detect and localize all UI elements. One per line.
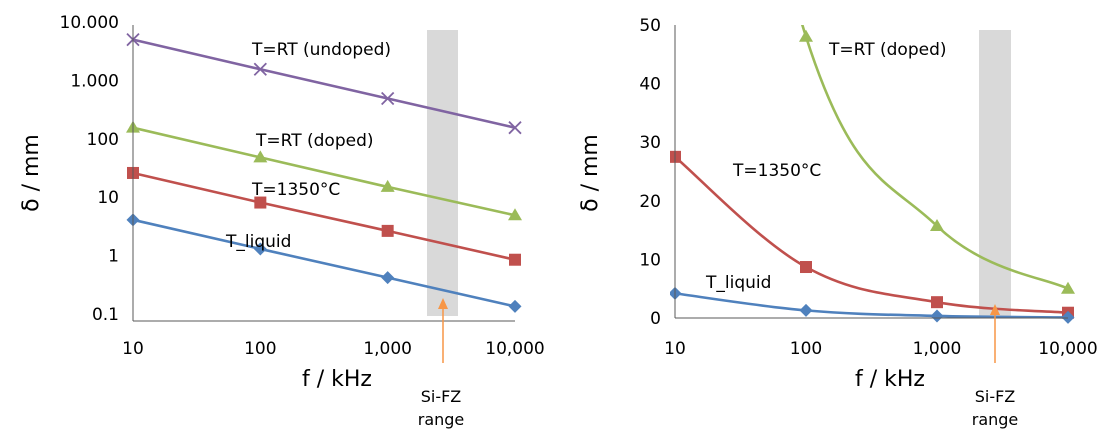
left-label-doped: T=RT (doped) [255,131,374,151]
right-x-tick-label: 10,000 [1038,339,1097,359]
left-x-tick-label: 10 [122,339,144,359]
left-x-ticks: 10 100 1,000 10,000 [122,339,545,359]
right-point-t-rt-doped [799,30,813,42]
left-y-axis-title: δ / mm [19,134,44,212]
right-point-t-liquid [931,309,944,322]
right-point-t-1350-c [931,296,943,308]
left-x-axis-title: f / kHz [302,367,372,392]
left-series-t-liquid [127,213,522,313]
right-point-t-1350-c [800,261,812,273]
right-si-fz-label-2: range [972,410,1019,429]
left-label-1350: T=1350°C [251,180,340,200]
right-label-liquid: T_liquid [705,273,771,293]
left-label-undoped: T=RT (undoped) [251,40,391,60]
right-y-ticks: 0 10 20 30 40 50 [639,16,661,329]
right-y-axis-title: δ / mm [578,134,603,212]
left-point-t-1350-c [509,254,521,266]
right-x-tick-label: 100 [790,339,822,359]
right-x-tick-label: 10 [664,339,686,359]
left-x-tick-label: 100 [244,339,276,359]
right-label-1350: T=1350°C [732,161,821,181]
left-x-tick-label: 10,000 [485,339,544,359]
right-y-tick-label: 40 [639,75,661,95]
right-x-ticks: 10 100 1,000 10,000 [664,339,1098,359]
left-si-fz-label-2: range [418,410,465,429]
right-y-tick-label: 30 [639,133,661,153]
left-y-tick-label: 0.1 [92,305,119,325]
right-x-tick-label: 1,000 [913,339,962,359]
left-y-tick-label: 1.000 [70,71,119,91]
left-si-fz-label-1: Si-FZ [421,387,462,406]
right-series-t-1350-c [669,151,1074,319]
left-point-t-1350-c [382,225,394,237]
left-y-tick-label: 10 [97,188,119,208]
right-x-axis-title: f / kHz [855,367,925,392]
right-si-fz-band [979,30,1011,318]
left-y-tick-label: 100 [87,130,119,150]
left-chart: 0.1 1 10 100 1.000 10.000 10 100 1,000 10,000 f … [19,13,545,429]
right-y-tick-label: 0 [650,309,661,329]
left-y-ticks: 0.1 1 10 100 1.000 10.000 [60,13,119,325]
right-si-fz-label-1: Si-FZ [975,387,1016,406]
right-y-tick-label: 50 [639,16,661,36]
left-point-t-liquid [509,300,522,313]
left-x-tick-label: 1,000 [363,339,412,359]
left-label-liquid: T_liquid [225,232,291,252]
left-y-tick-label: 1 [108,247,119,267]
right-point-t-liquid [800,304,813,317]
left-point-t-liquid [381,271,394,284]
right-y-tick-label: 10 [639,250,661,270]
right-y-tick-label: 20 [639,192,661,212]
right-label-doped: T=RT (doped) [828,40,947,60]
left-si-fz-band [427,30,458,316]
left-y-tick-label: 10.000 [60,13,119,33]
left-marks [126,34,522,313]
